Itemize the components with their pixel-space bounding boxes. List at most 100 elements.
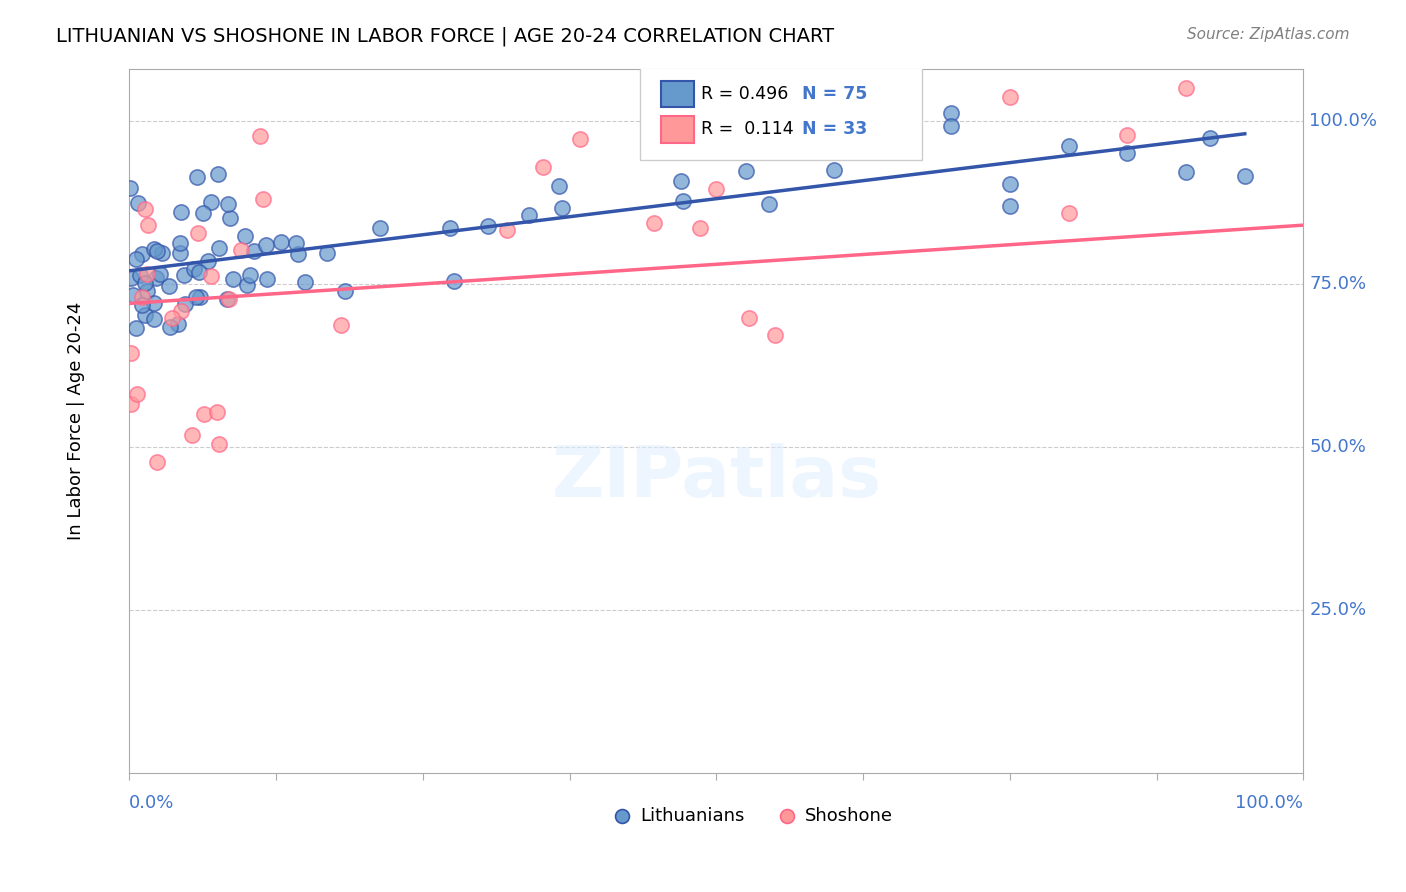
FancyBboxPatch shape <box>661 80 695 107</box>
Point <box>998 199 1021 213</box>
Point <box>131 298 153 312</box>
Point <box>136 218 159 232</box>
Point <box>239 268 262 283</box>
Point <box>169 246 191 260</box>
Point <box>1233 169 1256 183</box>
Text: R =  0.114: R = 0.114 <box>702 120 794 138</box>
Point <box>477 219 499 234</box>
Point <box>120 397 142 411</box>
Point <box>285 235 308 250</box>
Point <box>222 272 245 286</box>
Point <box>1057 139 1080 153</box>
Point <box>146 244 169 258</box>
Text: 100.0%: 100.0% <box>1236 795 1303 813</box>
Point <box>443 274 465 288</box>
Point <box>219 211 242 225</box>
Point <box>1116 146 1139 161</box>
Point <box>252 192 274 206</box>
Point <box>183 262 205 277</box>
Text: Lithuanians: Lithuanians <box>640 806 744 824</box>
Point <box>294 275 316 289</box>
Point <box>187 226 209 240</box>
Point <box>193 407 215 421</box>
Point <box>249 129 271 144</box>
Text: 100.0%: 100.0% <box>1309 112 1378 129</box>
Point <box>186 170 208 185</box>
Point <box>669 174 692 188</box>
Point <box>330 318 353 332</box>
Point <box>551 201 574 215</box>
Point <box>941 105 963 120</box>
Point <box>672 194 695 209</box>
Point <box>734 163 756 178</box>
Point <box>569 131 592 145</box>
Point <box>131 289 153 303</box>
Point <box>170 204 193 219</box>
Point <box>1198 131 1220 145</box>
FancyBboxPatch shape <box>661 116 695 143</box>
Point <box>998 90 1021 104</box>
Point <box>218 292 240 306</box>
Point <box>208 242 231 256</box>
Point <box>1116 128 1139 142</box>
Text: 0.0%: 0.0% <box>129 795 174 813</box>
Text: Source: ZipAtlas.com: Source: ZipAtlas.com <box>1187 27 1350 42</box>
Point <box>287 246 309 260</box>
Point <box>737 310 759 325</box>
Point <box>134 202 156 217</box>
Point <box>184 290 207 304</box>
Point <box>193 206 215 220</box>
Point <box>236 278 259 293</box>
Point <box>118 181 141 195</box>
Point <box>125 321 148 335</box>
Point <box>143 243 166 257</box>
Point <box>167 317 190 331</box>
Point <box>173 268 195 283</box>
Point <box>181 427 204 442</box>
Point <box>205 405 228 419</box>
Point <box>763 328 786 343</box>
FancyBboxPatch shape <box>640 65 922 161</box>
Point <box>547 179 569 194</box>
Point <box>200 268 222 283</box>
Point <box>758 196 780 211</box>
Point <box>533 160 555 174</box>
Point <box>121 288 143 302</box>
Point <box>135 267 157 281</box>
Point <box>256 272 278 286</box>
Point <box>160 311 183 326</box>
Point <box>1057 206 1080 220</box>
Point <box>157 278 180 293</box>
Point <box>1175 81 1198 95</box>
Point <box>998 178 1021 192</box>
Point <box>146 455 169 469</box>
Point <box>823 162 845 177</box>
Point <box>120 271 142 285</box>
Point <box>134 308 156 322</box>
Point <box>188 290 211 304</box>
Point <box>496 223 519 237</box>
Point <box>169 235 191 250</box>
Point <box>208 437 231 451</box>
Point <box>174 297 197 311</box>
Point <box>270 235 292 250</box>
Point <box>143 296 166 310</box>
Point <box>215 292 238 306</box>
Point <box>134 276 156 290</box>
Point <box>643 216 665 230</box>
Text: 75.0%: 75.0% <box>1309 275 1367 293</box>
Text: In Labor Force | Age 20-24: In Labor Force | Age 20-24 <box>67 301 86 540</box>
Point <box>149 267 172 281</box>
Text: N = 75: N = 75 <box>801 85 868 103</box>
Text: 25.0%: 25.0% <box>1309 601 1367 619</box>
Point <box>706 181 728 195</box>
Point <box>197 254 219 268</box>
Point <box>125 387 148 401</box>
Text: LITHUANIAN VS SHOSHONE IN LABOR FORCE | AGE 20-24 CORRELATION CHART: LITHUANIAN VS SHOSHONE IN LABOR FORCE | … <box>56 27 834 46</box>
Point <box>150 245 173 260</box>
Point <box>233 229 256 244</box>
Text: Shoshone: Shoshone <box>804 806 893 824</box>
Point <box>136 284 159 298</box>
Point <box>612 805 634 820</box>
Point <box>229 243 252 257</box>
